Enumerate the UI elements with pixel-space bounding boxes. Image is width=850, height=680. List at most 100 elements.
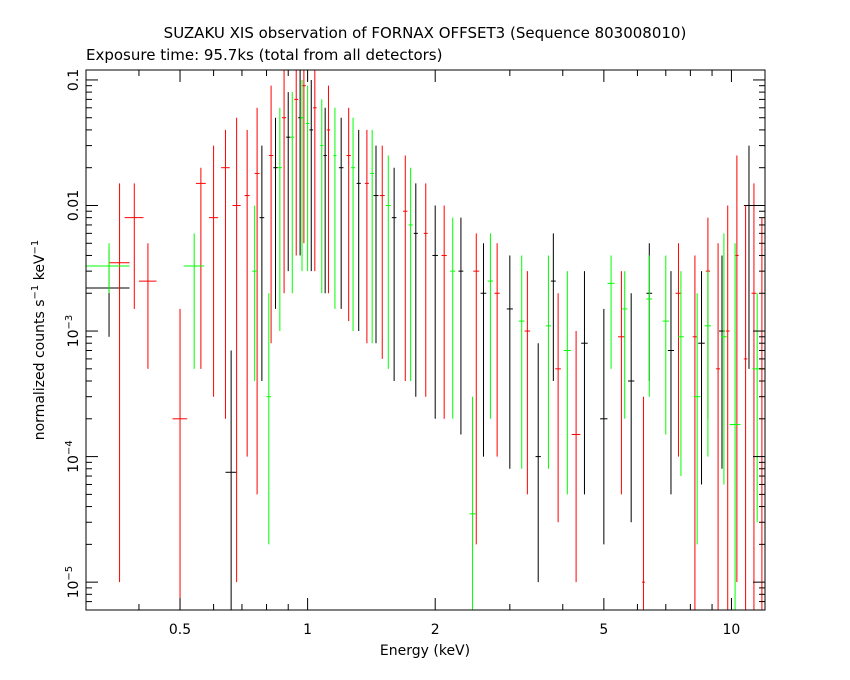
data-point <box>221 129 230 419</box>
chart-subtitle: Exposure time: 95.7ks (total from all de… <box>86 46 442 64</box>
y-tick-label-exponent: −5 <box>64 566 75 581</box>
data-point <box>266 293 272 545</box>
data-point <box>667 271 675 495</box>
data-point <box>277 107 282 332</box>
y-axis-label-sup2: −1 <box>30 240 41 255</box>
data-point <box>751 183 757 610</box>
data-point <box>618 271 625 495</box>
data-point <box>309 79 314 272</box>
y-axis-label-mid: keV <box>32 254 48 285</box>
data-point <box>646 255 653 397</box>
data-point <box>244 129 250 457</box>
y-tick-label-exponent: −4 <box>64 440 75 455</box>
y-tick-label-base: 0.01 <box>66 190 82 221</box>
data-point <box>300 79 304 272</box>
data-point <box>450 217 456 419</box>
data-point <box>729 243 741 610</box>
data-point <box>535 343 541 583</box>
y-tick-label-exponent: −3 <box>64 315 75 330</box>
data-point <box>494 243 500 457</box>
data-point <box>305 85 310 272</box>
data-point <box>735 155 739 583</box>
data-point <box>320 99 324 294</box>
data-point <box>555 293 561 523</box>
data-point <box>268 85 274 344</box>
series-0 <box>86 70 754 610</box>
data-point <box>692 255 698 610</box>
data-point <box>302 70 306 244</box>
data-point <box>338 117 344 309</box>
data-point <box>721 233 727 485</box>
data-point <box>326 85 331 294</box>
y-axis-label-sup1: −1 <box>30 285 41 300</box>
data-point <box>743 205 748 610</box>
data-point <box>346 107 351 322</box>
data-point <box>273 117 278 309</box>
data-point <box>195 167 206 369</box>
data-point <box>370 129 375 344</box>
data-point <box>662 255 669 435</box>
x-tick-label: 1 <box>303 622 312 638</box>
data-point <box>252 205 258 382</box>
data-point <box>698 271 705 485</box>
data-point <box>487 233 494 419</box>
y-tick-label: 0.1 <box>66 69 82 91</box>
data-point <box>627 293 635 523</box>
data-point <box>373 145 379 344</box>
y-tick-label-base: 10 <box>66 455 82 473</box>
data-point <box>704 271 712 457</box>
data-point <box>294 70 299 256</box>
data-point <box>641 396 645 610</box>
data-point <box>356 129 361 332</box>
data-point <box>581 271 588 495</box>
x-tick-label: 10 <box>723 622 741 638</box>
data-point <box>232 117 241 583</box>
data-point <box>441 205 447 419</box>
y-tick-label: 0.01 <box>66 190 82 221</box>
data-point <box>413 183 418 397</box>
data-point <box>423 183 428 397</box>
data-point <box>480 243 487 457</box>
data-point <box>518 255 525 469</box>
data-point <box>379 145 385 359</box>
data-point <box>545 255 551 469</box>
x-tick-label: 2 <box>431 622 440 638</box>
data-point <box>385 155 391 369</box>
data-point <box>323 107 327 294</box>
x-tick-label: 5 <box>599 622 608 638</box>
x-axis-label: Energy (keV) <box>380 643 470 659</box>
data-point <box>408 167 413 382</box>
data-point <box>259 145 265 382</box>
data-point <box>391 167 397 382</box>
y-tick-label-base: 0.1 <box>66 69 82 91</box>
chart-title: SUZAKU XIS observation of FORNAX OFFSET3… <box>164 24 687 42</box>
data-point <box>716 243 721 610</box>
series-2 <box>86 79 762 610</box>
data-point <box>208 145 219 397</box>
data-point <box>350 117 356 332</box>
y-axis-label-main: normalized counts s <box>32 299 48 440</box>
data-point <box>600 308 608 545</box>
data-point <box>225 350 237 610</box>
data-point <box>622 271 628 419</box>
data-point <box>677 271 684 477</box>
data-point <box>138 243 157 369</box>
data-point <box>254 107 260 495</box>
data-point <box>172 308 188 610</box>
data-point <box>286 92 291 272</box>
data-point <box>458 217 464 435</box>
y-tick-label-base: 10 <box>66 581 82 599</box>
data-point <box>86 243 130 294</box>
x-tick-label: 0.5 <box>169 622 191 638</box>
data-point <box>524 271 531 495</box>
data-point <box>183 233 205 369</box>
data-point <box>563 271 571 495</box>
y-tick-label: 10−3 <box>64 315 82 348</box>
series-1 <box>109 70 765 610</box>
data-point <box>432 205 438 419</box>
plot-frame <box>85 69 766 611</box>
data-point <box>693 293 701 545</box>
data-point <box>364 129 369 344</box>
